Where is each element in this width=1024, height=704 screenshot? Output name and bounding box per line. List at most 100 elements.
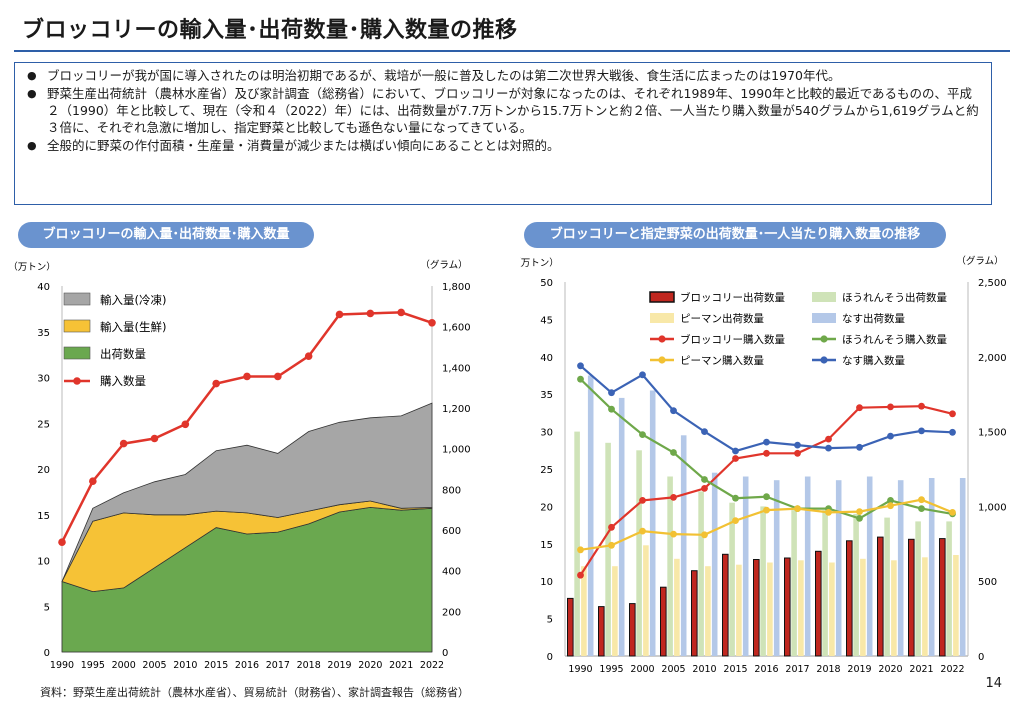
point-ピーマン購入数量 (856, 508, 863, 515)
bullet-text: 全般的に野菜の作付面積・生産量・消費量が減少または横ばい傾向にあることとは対照的… (47, 138, 560, 153)
title-underline (14, 50, 1010, 52)
legend-marker (658, 356, 666, 364)
point-なす購入数量 (670, 407, 677, 415)
x-tick-label: 1990 (568, 664, 592, 675)
point-購入数量 (304, 352, 313, 360)
right-tick-label: 1,000 (978, 502, 1007, 513)
line-ブロッコリー購入数量 (579, 405, 953, 576)
bar-ブロッコリー出荷数量 (629, 603, 636, 657)
point-ほうれんそう購入数量 (639, 431, 646, 438)
left-tick-label: 45 (540, 315, 553, 326)
legend-swatch (63, 346, 91, 360)
point-購入数量 (58, 538, 66, 546)
point-ブロッコリー購入数量 (856, 404, 863, 412)
bar-ブロッコリー出荷数量 (722, 553, 729, 657)
point-購入数量 (243, 372, 251, 381)
bar-なす出荷数量 (773, 480, 780, 656)
left-tick-label: 10 (540, 577, 553, 588)
left-tick-label: 30 (37, 374, 50, 385)
bar-ピーマン出荷数量 (860, 558, 866, 656)
point-ピーマン購入数量 (608, 541, 615, 549)
legend-label: ほうれんそう購入数量 (842, 333, 947, 346)
x-tick-label: 1990 (50, 660, 74, 671)
left-axis-label: （万トン） (8, 261, 56, 273)
x-tick-label: 2020 (358, 660, 382, 671)
left-tick-label: 0 (44, 648, 50, 659)
point-なす購入数量 (794, 441, 801, 449)
legend-marker (658, 335, 666, 343)
left-tick-label: 50 (540, 278, 553, 289)
bullet-text: 野菜生産出荷統計（農林水産省）及び家計調査（総務省）において、ブロッコリーが対象… (47, 86, 979, 135)
legend-label: ブロッコリー購入数量 (680, 333, 785, 346)
point-ブロッコリー購入数量 (608, 523, 615, 531)
x-tick-label: 2021 (389, 660, 413, 671)
point-ピーマン購入数量 (670, 530, 677, 538)
point-ピーマン購入数量 (763, 506, 770, 514)
bar-なす出荷数量 (649, 390, 656, 656)
bar-なす出荷数量 (587, 375, 594, 656)
point-購入数量 (366, 309, 375, 318)
legend-label: なす購入数量 (842, 354, 905, 367)
point-なす購入数量 (639, 371, 646, 379)
bar-ほうれんそう出荷数量 (605, 442, 611, 656)
source-note: 資料：野菜生産出荷統計（農林水産省）、貿易統計（財務省）、家計調査報告（総務省） (40, 686, 469, 699)
point-ほうれんそう購入数量 (701, 476, 708, 483)
bar-ピーマン出荷数量 (705, 566, 711, 656)
x-tick-label: 2017 (785, 664, 809, 675)
point-ピーマン購入数量 (577, 546, 584, 554)
point-ピーマン購入数量 (639, 527, 646, 535)
right-tick-label: 0 (442, 648, 448, 659)
bar-ほうれんそう出荷数量 (729, 502, 735, 656)
left-tick-label: 15 (540, 540, 553, 551)
left-tick-label: 40 (37, 282, 50, 293)
legend-label: ブロッコリー出荷数量 (680, 291, 785, 304)
legend-label: 輸入量(生鮮) (100, 320, 166, 334)
point-ピーマン購入数量 (918, 496, 925, 504)
bar-ピーマン出荷数量 (674, 558, 680, 656)
bar-ピーマン出荷数量 (736, 564, 742, 656)
point-ブロッコリー購入数量 (794, 449, 801, 457)
vegetable-comparison-chart: 0510152025303540455005001,0001,5002,0002… (520, 255, 1007, 675)
legend-label: 輸入量(冷凍) (100, 293, 166, 307)
x-tick-label: 2019 (327, 660, 351, 671)
bar-ほうれんそう出荷数量 (822, 510, 828, 656)
point-ほうれんそう購入数量 (577, 375, 584, 383)
point-ほうれんそう購入数量 (887, 497, 894, 504)
import-shipment-purchase-chart: 051015202530354002004006008001,0001,2001… (8, 259, 471, 671)
right-tick-label: 0 (978, 652, 984, 663)
bar-ほうれんそう出荷数量 (791, 510, 797, 656)
point-ほうれんそう購入数量 (856, 515, 863, 522)
bar-ブロッコリー出荷数量 (877, 536, 884, 657)
bar-ブロッコリー出荷数量 (939, 538, 946, 657)
bar-ブロッコリー出荷数量 (660, 586, 667, 657)
x-tick-label: 2021 (909, 664, 933, 675)
x-tick-label: 2022 (420, 660, 444, 671)
bar-なす出荷数量 (804, 476, 811, 656)
x-tick-label: 2015 (723, 664, 747, 675)
legend-swatch (649, 291, 675, 303)
bar-なす出荷数量 (711, 472, 718, 656)
area-輸入量冷凍 (61, 402, 433, 582)
right-tick-label: 1,200 (442, 404, 471, 415)
x-tick-label: 2020 (878, 664, 902, 675)
point-購入数量 (274, 372, 282, 381)
point-ブロッコリー購入数量 (825, 435, 832, 443)
legend-swatch (812, 292, 836, 302)
legend-label: 購入数量 (100, 374, 146, 388)
bar-ブロッコリー出荷数量 (815, 550, 822, 657)
left-tick-label: 25 (540, 465, 553, 476)
right-tick-label: 1,400 (442, 363, 471, 374)
x-tick-label: 2019 (847, 664, 871, 675)
bar-ブロッコリー出荷数量 (567, 597, 574, 657)
point-購入数量 (150, 434, 159, 443)
page-number: 14 (985, 676, 1002, 691)
legend-swatch (63, 319, 91, 333)
x-tick-label: 2005 (661, 664, 685, 675)
x-tick-label: 2016 (235, 660, 259, 671)
left-tick-label: 15 (37, 511, 50, 522)
bar-ブロッコリー出荷数量 (753, 559, 760, 657)
bar-ピーマン出荷数量 (922, 557, 928, 656)
bar-ほうれんそう出荷数量 (884, 517, 890, 656)
point-購入数量 (181, 420, 190, 429)
legend-label: なす出荷数量 (842, 312, 905, 325)
